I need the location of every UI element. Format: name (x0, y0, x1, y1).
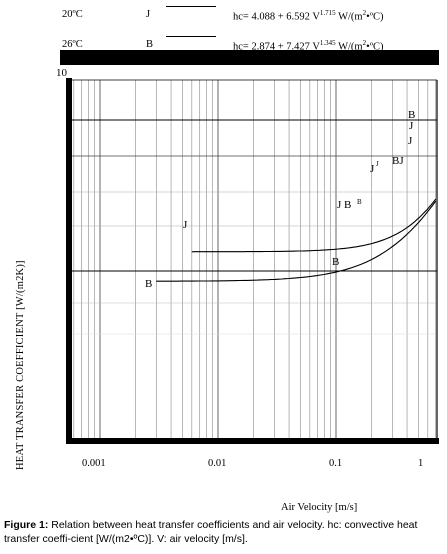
x-tick-label: 0.001 (82, 458, 106, 469)
x-axis-label: Air Velocity [m/s] (281, 502, 358, 513)
legend-eq-unit-end-j: •ºC) (366, 11, 384, 23)
legend-eq-exp-j: 1.715 (319, 9, 336, 17)
figure-caption: Figure 1: Relation between heat transfer… (4, 518, 444, 546)
chart-series (156, 198, 437, 282)
legend-eq-unit-b: W/(m (335, 41, 363, 53)
legend-eq-unit-exp-j: 2 (362, 9, 367, 17)
annotation-label: J (376, 160, 379, 168)
annotation-label: J (370, 163, 375, 175)
legend-equation-j: hc= 4.088 + 6.592 V1.715 W/(m2•ºC) (233, 9, 384, 23)
legend-row-j: 20ºC J hc= 4.088 + 6.592 V1.715 W/(m2•ºC… (0, 6, 447, 26)
annotation-label: J (408, 135, 413, 147)
annotation-label: B (408, 109, 415, 121)
x-tick-label: 1 (418, 458, 424, 469)
legend-temp-b: 26ºC (62, 39, 83, 50)
legend-eq-unit-exp-b: 2 (362, 39, 367, 47)
chart-grid (68, 80, 437, 442)
legend-eq-unit-end-b: •ºC) (366, 41, 384, 53)
legend-eq-main-b: hc= 2.874 + 7.427 V (233, 41, 320, 53)
y-axis-label: HEAT TRANSFER COEFFICIENT [W/(m2K)] (15, 260, 26, 470)
legend-row-b: 26ºC B hc= 2.874 + 7.427 V1.345 W/(m2•ºC… (0, 36, 447, 56)
caption-text: Relation between heat transfer coefficie… (4, 519, 418, 545)
legend-eq-exp-b: 1.345 (319, 39, 336, 47)
annotation-label: J (409, 120, 414, 132)
annotation-label: J B (337, 199, 351, 211)
annotation-label: B (357, 198, 362, 206)
x-tick-label: 0.01 (208, 458, 227, 469)
top-black-bar (60, 50, 439, 65)
annotation-label: B (145, 278, 152, 290)
frame-left-axis (66, 78, 72, 444)
annotation-label: J (183, 219, 188, 231)
annotation-label: BJ (392, 155, 404, 167)
legend-equation-b: hc= 2.874 + 7.427 V1.345 W/(m2•ºC) (233, 39, 384, 53)
series-line-j (191, 198, 437, 253)
annotation-label: B (332, 256, 339, 268)
y-top-tick-label: 10 (56, 67, 67, 79)
legend-eq-main-j: hc= 4.088 + 6.592 V (233, 11, 320, 23)
caption-label: Figure 1: (4, 519, 49, 531)
legend-eq-unit-j: W/(m (335, 11, 363, 23)
legend-code-j: J (146, 9, 151, 20)
legend-code-b: B (146, 39, 154, 50)
frame-bottom-axis (66, 438, 439, 444)
x-tick-label: 0.1 (329, 458, 343, 469)
legend-line-j (166, 6, 216, 7)
legend-line-b (166, 36, 216, 37)
series-line-b (156, 200, 437, 282)
legend-temp-j: 20ºC (62, 9, 83, 20)
chart-frame (66, 78, 439, 444)
